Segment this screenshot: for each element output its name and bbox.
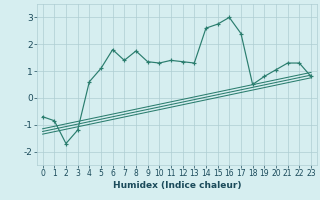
X-axis label: Humidex (Indice chaleur): Humidex (Indice chaleur) <box>113 181 241 190</box>
